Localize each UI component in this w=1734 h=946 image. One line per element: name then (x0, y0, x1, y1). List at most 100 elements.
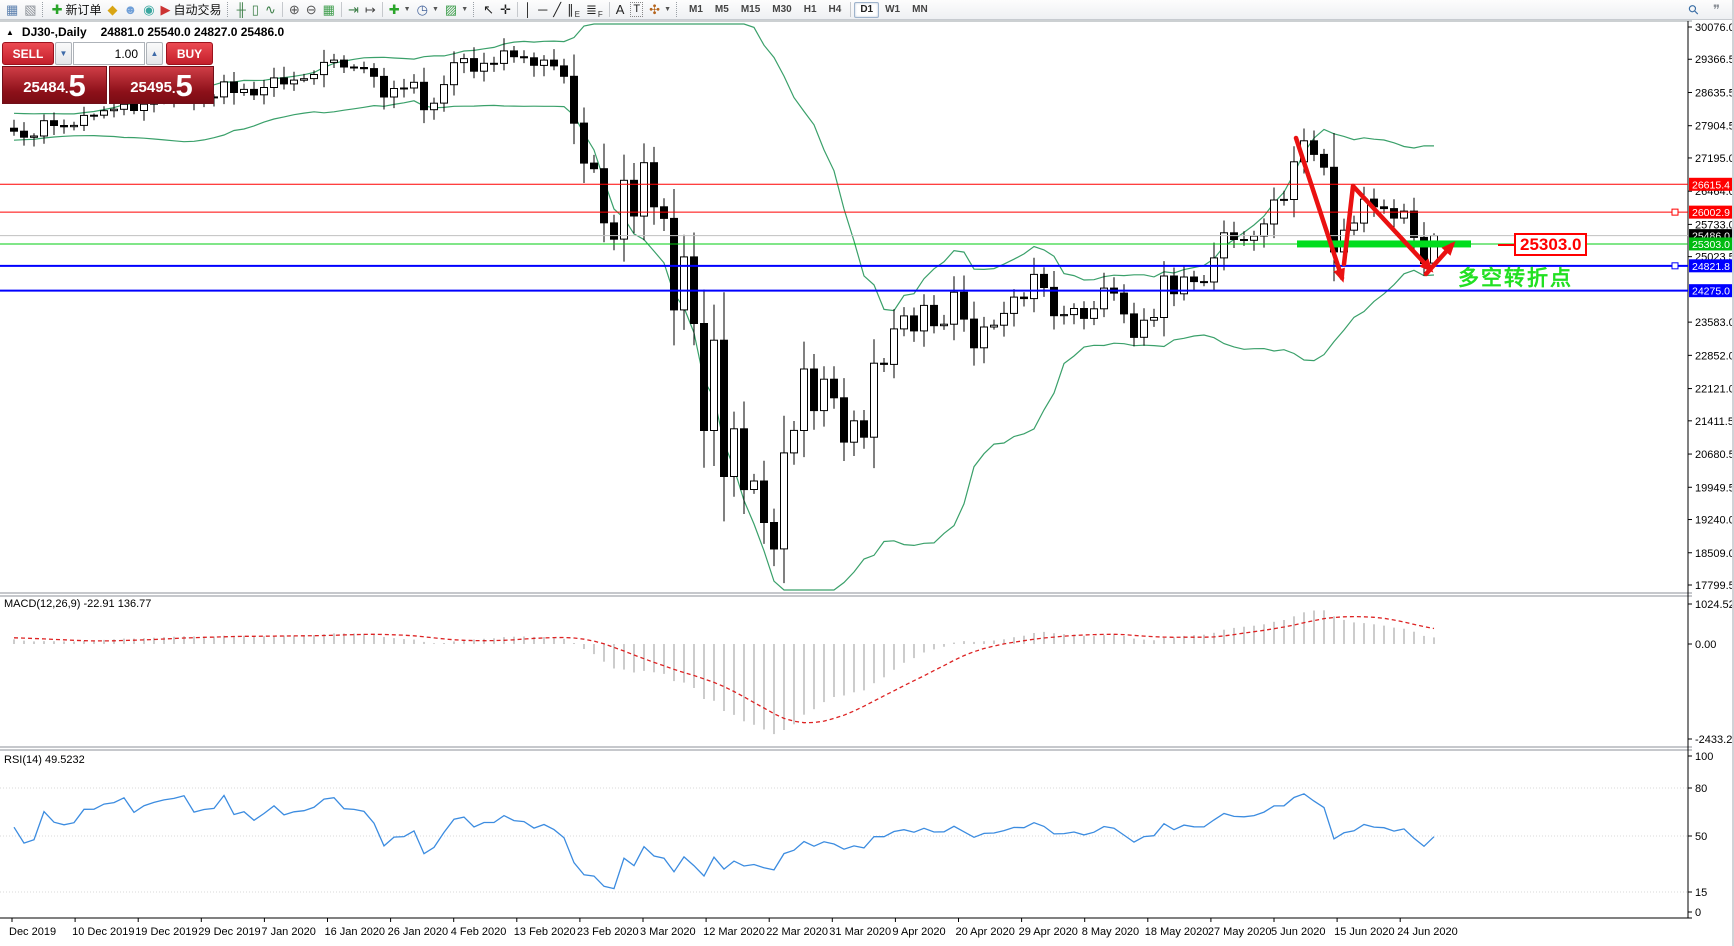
chart-title: ▲ DJ30-,Daily 24881.0 25540.0 24827.0 25… (6, 25, 284, 39)
vertical-line-icon[interactable]: │ (523, 1, 533, 17)
trendline-icon[interactable]: ╱ (553, 1, 562, 17)
rsi-tick-label: 100 (1695, 751, 1713, 763)
mql-editor-icon[interactable]: ◆ (107, 1, 118, 17)
date-tick-label: 12 Mar 2020 (703, 926, 765, 938)
bar-chart-icon[interactable]: ╫ (236, 1, 246, 17)
timeframe-m5-button[interactable]: M5 (714, 4, 729, 15)
date-tick-label: 20 Apr 2020 (956, 926, 1015, 938)
timeframe-m30-button[interactable]: M30 (772, 4, 792, 15)
macd-layer (13, 610, 1435, 735)
price-tick-label: 28635.5 (1695, 87, 1734, 99)
price-tag-label: 24275.0 (1692, 286, 1730, 298)
price-tick-label: 27195.0 (1695, 153, 1734, 165)
equidistant-channel-icon[interactable]: ∥ E (567, 1, 580, 19)
profiles-icon[interactable]: ▧ (24, 1, 37, 17)
support-bar-annotation (1297, 240, 1471, 248)
volume-increase-button[interactable]: ▲ (146, 42, 163, 65)
price-tag-label: 26615.4 (1692, 179, 1730, 191)
periods-icon[interactable]: ◷ ▼ (416, 1, 439, 17)
arrows-tool-icon[interactable]: ✣ ▼ (649, 1, 671, 17)
date-tick-label: 4 Feb 2020 (451, 926, 507, 938)
volume-decrease-button[interactable]: ▼ (55, 42, 72, 65)
timeframe-h1-button[interactable]: H1 (803, 4, 817, 15)
date-tick-label: 9 Apr 2020 (892, 926, 945, 938)
timeframe-w1-button[interactable]: W1 (885, 4, 901, 15)
trend-arrowhead-0 (1333, 267, 1345, 283)
price-tick-label: 22852.0 (1695, 350, 1734, 362)
price-tag-26002.9 (1689, 205, 1732, 219)
timeframe-m15-button[interactable]: M15 (740, 4, 761, 15)
trend-arrowhead-2 (1441, 241, 1456, 256)
price-tag-24275.0 (1689, 284, 1732, 298)
signals-icon[interactable]: ◉ (143, 1, 155, 17)
zoom-out-icon[interactable]: ⊖ (305, 1, 317, 17)
tile-windows-icon[interactable]: ▦ (322, 1, 335, 17)
one-click-trading-panel: SELL ▼ ▲ BUY 25484.5 25495.5 (2, 42, 214, 104)
candles-layer (10, 38, 1438, 584)
buy-price[interactable]: 25495. 5 (109, 66, 214, 104)
sell-button[interactable]: SELL (2, 42, 54, 65)
price-tick-label: 22121.0 (1695, 384, 1734, 396)
new-order-button[interactable]: ✚ 新订单 (51, 1, 102, 18)
rsi-tick-label: 50 (1695, 831, 1707, 843)
trend-arrow-1 (1341, 183, 1433, 272)
zoom-in-icon[interactable]: ⊕ (288, 1, 300, 17)
timeframe-mn-button[interactable]: MN (912, 4, 928, 15)
chat-icon[interactable]: ❞ (1713, 1, 1720, 17)
macd-tick-label: 0.00 (1695, 639, 1716, 651)
autotrading-button[interactable]: ▶ 自动交易 (160, 1, 222, 18)
price-tick-label: 27904.5 (1695, 121, 1734, 133)
candlestick-chart-icon[interactable]: ▯ (251, 1, 259, 17)
price-tick-label: 19949.5 (1695, 482, 1734, 494)
price-tick-label: 18509.0 (1695, 548, 1734, 560)
date-tick-label: 27 May 2020 (1208, 926, 1272, 938)
date-tick-label: 3 Mar 2020 (640, 926, 696, 938)
date-tick-label: 15 Jun 2020 (1334, 926, 1395, 938)
timeframe-h4-button[interactable]: H4 (828, 4, 842, 15)
timeframe-m1-button[interactable]: M1 (689, 4, 703, 15)
price-tick-label: 20680.5 (1695, 449, 1734, 461)
date-tick-label: 8 May 2020 (1082, 926, 1139, 938)
turning-point-note[interactable]: 多空转折点 (1458, 267, 1573, 290)
rsi-tick-label: 15 (1695, 887, 1707, 899)
search-icon[interactable]: ⚲ (1685, 0, 1703, 18)
crosshair-icon[interactable]: ✛ (500, 1, 511, 17)
date-tick-label: 19 Dec 2019 (135, 926, 197, 938)
macd-indicator-label: MACD(12,26,9) -22.91 136.77 (4, 598, 152, 610)
date-tick-label: 29 Apr 2020 (1019, 926, 1078, 938)
autoscroll-icon[interactable]: ⇥ (347, 1, 359, 17)
price-tag-24821.8 (1689, 259, 1732, 273)
chart-shift-icon[interactable]: ↦ (364, 1, 376, 17)
price-tag-label: 25303.0 (1692, 239, 1730, 251)
price-tag-label: 24821.8 (1692, 261, 1730, 273)
fibonacci-icon[interactable]: ≣ F (585, 1, 603, 19)
level-handle-26002.9 (1671, 208, 1679, 216)
date-tick-label: 10 Dec 2019 (72, 926, 134, 938)
price-tag-26615.4 (1689, 177, 1732, 191)
volume-input[interactable] (73, 42, 145, 65)
new-chart-icon[interactable]: ▦ (6, 1, 19, 17)
date-tick-label: 7 Jan 2020 (261, 926, 315, 938)
horizontal-line-icon[interactable]: ─ (538, 1, 548, 17)
collapse-panel-icon[interactable]: ▲ (6, 27, 14, 37)
price-tick-label: 29366.5 (1695, 54, 1734, 66)
price-tick-label: 17799.5 (1695, 580, 1734, 592)
add-indicator-icon[interactable]: ✚ ▼ (388, 1, 411, 17)
buy-button[interactable]: BUY (166, 42, 213, 65)
rsi-indicator-label: RSI(14) 49.5232 (4, 754, 85, 766)
line-chart-icon[interactable]: ∿ (264, 1, 276, 17)
timeframe-d1-button[interactable]: D1 (854, 1, 880, 18)
support-price-annotation[interactable]: 25303.0 (1514, 233, 1588, 256)
templates-icon[interactable]: ▨ ▼ (444, 1, 469, 17)
date-tick-label: 22 Mar 2020 (766, 926, 828, 938)
price-tick-label: 30076.0 (1695, 22, 1734, 34)
price-tick-label: 23583.0 (1695, 317, 1734, 329)
sell-price[interactable]: 25484. 5 (2, 66, 107, 104)
text-label-icon[interactable]: T (627, 1, 646, 19)
cursor-icon[interactable]: ↖ (483, 1, 495, 17)
text-icon[interactable]: A (615, 1, 625, 17)
community-icon[interactable]: ☻ (123, 1, 138, 17)
rsi-tick-label: 0 (1695, 907, 1701, 919)
